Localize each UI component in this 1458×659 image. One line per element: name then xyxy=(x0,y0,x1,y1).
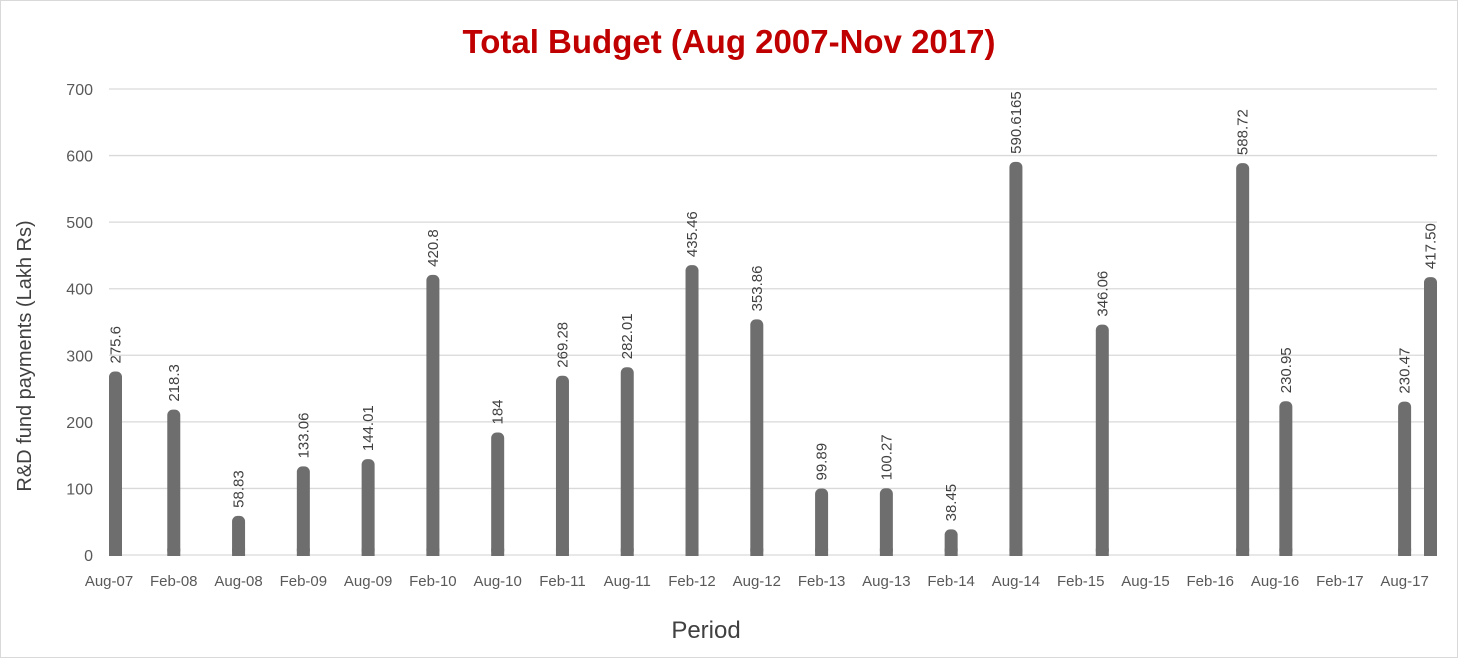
y-tick-label: 300 xyxy=(66,348,93,365)
x-tick-label: Aug-07 xyxy=(85,573,133,590)
x-tick-label: Aug-09 xyxy=(344,573,392,590)
x-tick-label: Aug-17 xyxy=(1380,573,1428,590)
bar-base xyxy=(1424,548,1437,556)
y-axis-ticks: 0 100 200 300 400 500 600 700 xyxy=(66,82,93,565)
data-label: 230.95 xyxy=(1278,347,1295,393)
bar-base xyxy=(296,548,310,556)
bar xyxy=(426,274,440,556)
x-tick-label: Aug-10 xyxy=(473,573,521,590)
data-label: 184 xyxy=(490,399,507,424)
bar-base xyxy=(1095,548,1109,556)
data-label: 420.8 xyxy=(425,229,442,267)
data-label: 435.46 xyxy=(684,211,701,257)
x-tick-label: Feb-13 xyxy=(798,573,846,590)
x-tick-label: Feb-08 xyxy=(150,573,198,590)
data-label: 346.06 xyxy=(1094,271,1111,317)
bar xyxy=(879,488,893,556)
bar-base xyxy=(1009,548,1023,556)
bar-base xyxy=(750,548,764,556)
bar-base xyxy=(879,548,893,556)
data-label: 282.01 xyxy=(619,313,636,359)
bar-base xyxy=(815,548,829,556)
y-tick-label: 200 xyxy=(66,415,93,432)
y-tick-label: 0 xyxy=(84,548,93,565)
bar-base xyxy=(491,548,505,556)
x-tick-label: Aug-11 xyxy=(604,573,651,590)
bar xyxy=(1009,161,1023,556)
x-tick-label: Feb-12 xyxy=(668,573,716,590)
bars xyxy=(109,161,1437,556)
bar xyxy=(620,367,634,556)
x-tick-label: Feb-10 xyxy=(409,573,457,590)
data-label: 353.86 xyxy=(749,266,766,312)
x-axis-title: Period xyxy=(671,617,740,644)
bar xyxy=(167,409,181,556)
bar xyxy=(1236,163,1250,556)
bar-base xyxy=(426,548,440,556)
x-tick-label: Feb-16 xyxy=(1187,573,1235,590)
data-label: 133.06 xyxy=(295,413,312,459)
bar-base xyxy=(555,548,569,556)
x-tick-label: Feb-14 xyxy=(927,573,975,590)
data-labels: 275.6 218.3 58.83 133.06 144.01 420.8 184 269.2… xyxy=(108,91,1440,521)
bar-base xyxy=(944,548,958,556)
bar-base xyxy=(109,548,122,556)
x-tick-label: Feb-11 xyxy=(539,573,585,590)
bar-base xyxy=(620,548,634,556)
data-label: 58.83 xyxy=(231,470,248,508)
bar xyxy=(1424,277,1437,556)
bar xyxy=(232,515,246,556)
data-label: 38.45 xyxy=(943,484,960,522)
x-tick-label: Aug-12 xyxy=(733,573,781,590)
y-tick-label: 400 xyxy=(66,282,93,299)
bar xyxy=(1095,324,1109,556)
data-label: 275.6 xyxy=(108,326,125,364)
y-tick-label: 700 xyxy=(66,82,93,99)
gridlines xyxy=(109,88,1437,556)
bar xyxy=(361,459,375,556)
bar-base xyxy=(361,548,375,556)
y-tick-label: 100 xyxy=(66,481,93,498)
x-tick-label: Aug-13 xyxy=(862,573,910,590)
bar-base xyxy=(1398,548,1412,556)
data-label: 99.89 xyxy=(814,443,831,481)
data-label: 588.72 xyxy=(1235,109,1252,155)
bar xyxy=(750,319,764,556)
bar-base xyxy=(685,548,699,556)
bar xyxy=(815,488,829,556)
x-tick-label: Feb-09 xyxy=(280,573,328,590)
data-label: 269.28 xyxy=(554,322,571,368)
bar xyxy=(685,265,699,556)
y-tick-label: 500 xyxy=(66,215,93,232)
x-axis-ticks: Aug-07 Feb-08 Aug-08 Feb-09 Aug-09 Feb-10 Aug-… xyxy=(85,573,1429,590)
data-label: 100.27 xyxy=(878,434,895,480)
bar xyxy=(491,432,505,556)
bar-base xyxy=(1236,548,1250,556)
data-label: 590.6165 xyxy=(1008,91,1025,154)
x-tick-label: Aug-16 xyxy=(1251,573,1299,590)
x-tick-label: Aug-14 xyxy=(992,573,1040,590)
x-tick-label: Aug-08 xyxy=(214,573,262,590)
chart-title: Total Budget (Aug 2007-Nov 2017) xyxy=(463,23,996,60)
bar xyxy=(109,371,122,556)
x-tick-label: Feb-17 xyxy=(1316,573,1364,590)
data-label: 417.50 xyxy=(1423,223,1440,269)
bar xyxy=(296,466,310,556)
bar-base xyxy=(167,548,181,556)
x-tick-label: Feb-15 xyxy=(1057,573,1105,590)
bar-base xyxy=(1279,548,1293,556)
bar-base xyxy=(232,548,246,556)
data-label: 230.47 xyxy=(1397,348,1414,394)
data-label: 218.3 xyxy=(166,364,183,402)
bar xyxy=(555,375,569,556)
bar xyxy=(1398,401,1412,556)
bar xyxy=(1279,401,1293,556)
x-tick-label: Aug-15 xyxy=(1121,573,1169,590)
data-label: 144.01 xyxy=(360,405,377,451)
y-tick-label: 600 xyxy=(66,149,93,166)
y-axis-title: R&D fund payments (Lakh Rs) xyxy=(14,220,36,491)
